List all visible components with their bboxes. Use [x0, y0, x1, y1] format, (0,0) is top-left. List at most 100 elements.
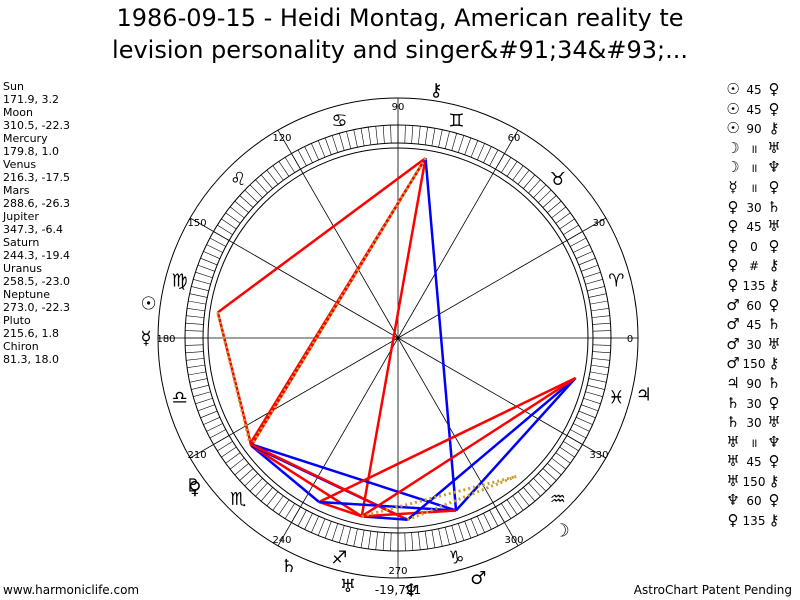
degree-tick: [272, 165, 284, 181]
degree-tick: [234, 200, 249, 213]
degree-tick: [185, 330, 204, 332]
degree-tick: [551, 457, 567, 470]
zodiac-sign-glyph: ♈: [608, 271, 624, 292]
degree-tick: [221, 218, 237, 230]
footer-patent-note: AstroChart Patent Pending: [633, 583, 792, 597]
degree-tick: [234, 463, 249, 476]
degree-label: 180: [156, 334, 175, 345]
degree-tick: [189, 293, 208, 298]
degree-tick: [512, 495, 524, 511]
planet-glyph-jupiter: ♃: [636, 384, 652, 405]
planet-coords-moon: 310.5, -22.3: [3, 119, 70, 132]
aspect-line: [249, 442, 457, 512]
degree-tick: [587, 384, 605, 390]
planet-coords-neptune: 273.0, -22.3: [3, 301, 70, 314]
zodiac-sign-glyph: ♒: [550, 489, 566, 510]
aspect-planet-1: ♀: [727, 197, 739, 216]
planet-name-saturn: Saturn: [3, 236, 40, 249]
degree-tick: [589, 300, 608, 305]
aspect-planet-2: ♆: [767, 432, 781, 451]
aspect-angle: 45: [746, 455, 762, 470]
aspect-row: ♅ 150 ⚷: [724, 472, 782, 492]
planet-name-pluto: Pluto: [3, 314, 31, 327]
planet-coords-saturn: 244.3, -19.4: [3, 249, 70, 262]
degree-tick: [304, 513, 313, 530]
degree-tick: [431, 529, 436, 548]
degree-tick: [589, 371, 608, 376]
degree-tick: [483, 146, 492, 163]
zodiac-sign-glyph: ♓: [608, 387, 624, 408]
degree-tick: [592, 351, 611, 354]
aspect-planet-1: ♃: [726, 373, 740, 392]
planet-glyph-venus: ♀: [188, 478, 201, 499]
degree-tick: [390, 532, 392, 551]
planet-name-uranus: Uranus: [3, 262, 42, 275]
aspect-row: ☉ 90 ⚷: [724, 119, 782, 139]
degree-tick: [266, 491, 279, 507]
degree-tick: [533, 478, 547, 492]
house-spoke: [277, 129, 399, 339]
degree-tick: [186, 358, 205, 361]
aspect-angle: 60: [746, 298, 762, 313]
degree-tick: [591, 315, 610, 318]
degree-tick: [317, 518, 326, 536]
degree-tick: [444, 131, 450, 149]
aspect-planet-1: ♂: [726, 354, 740, 373]
aspect-planet-2: ⚷: [768, 119, 780, 138]
degree-tick: [206, 423, 223, 432]
degree-tick: [555, 212, 571, 224]
aspect-row: ♀ 30 ♄: [724, 198, 782, 218]
degree-tick: [209, 237, 226, 247]
aspect-row: ♀ 0 ♀: [724, 237, 782, 257]
degree-tick: [578, 410, 596, 419]
degree-tick: [424, 127, 428, 145]
degree-tick: [225, 452, 241, 464]
planet-glyph-mercury: ☿: [140, 328, 151, 349]
chart-title-line-2: levision personality and singer&#91;34&#…: [112, 36, 688, 64]
degree-tick: [278, 499, 290, 515]
planet-coords-chiron: 81.3, 18.0: [3, 353, 59, 366]
degree-tick: [284, 503, 295, 519]
degree-tick: [411, 125, 414, 144]
degree-tick: [304, 146, 313, 163]
zodiac-sign-glyph: ♉: [550, 169, 566, 190]
degree-tick: [583, 271, 601, 279]
degree-tick: [489, 510, 499, 527]
degree-tick: [551, 206, 567, 219]
planet-glyph-moon: ☽: [554, 521, 570, 542]
degree-tick: [517, 169, 530, 185]
degree-tick: [528, 179, 541, 194]
house-spoke: [277, 337, 399, 547]
footer-website[interactable]: www.harmoniclife.com: [3, 583, 140, 597]
house-spoke: [397, 129, 519, 339]
planet-glyph-uranus: ♅: [340, 576, 356, 597]
degree-tick: [470, 140, 479, 158]
aspect-row: ☽ ॥ ♆: [724, 158, 782, 178]
degree-tick: [588, 378, 607, 383]
aspect-list: ☉ 45 ♀ ☉ 45 ♀ ☉ 90 ⚷ ☽ ॥ ♅ ☽ ॥ ♆ ☿ ॥ ♀ ♀ 30 ♄ ♀ 45 ♅ ♀ 0 ♀ ♀ # ⚷ ♀ 135 ⚷…: [724, 80, 782, 531]
degree-label: 120: [272, 133, 291, 144]
aspect-line: [361, 474, 517, 518]
degree-tick: [587, 286, 605, 292]
degree-tick: [547, 463, 562, 476]
degree-tick: [188, 300, 207, 305]
zodiac-sign-glyph: ♍: [172, 271, 188, 292]
aspect-planet-2: ♀: [768, 177, 780, 196]
aspect-planet-2: ♀: [768, 491, 780, 510]
degree-tick: [592, 344, 611, 346]
aspect-line: [217, 157, 427, 314]
degree-tick: [193, 279, 211, 285]
aspect-planet-1: ☉: [726, 119, 740, 138]
degree-tick: [239, 195, 254, 208]
aspect-angle: 60: [746, 494, 762, 509]
aspect-planet-2: ♅: [767, 334, 781, 353]
degree-tick: [185, 322, 204, 325]
house-spoke: [397, 217, 607, 339]
degree-tick: [249, 184, 263, 198]
bottom-coordinate-label: -19,721: [375, 583, 421, 597]
aspect-planet-2: ♀: [768, 80, 780, 98]
aspect-line: [424, 157, 458, 511]
aspect-line: [361, 376, 577, 518]
aspect-line: [318, 500, 363, 518]
aspect-angle: ॥: [750, 180, 758, 195]
